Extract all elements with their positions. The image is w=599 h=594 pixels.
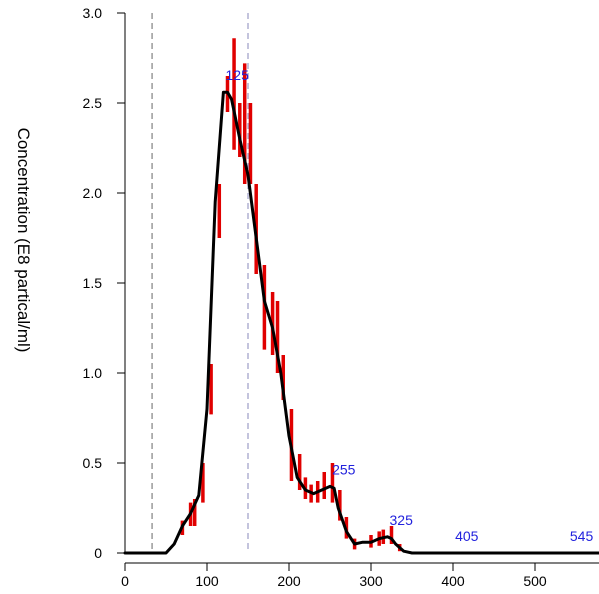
x-tick-label: 500 — [523, 573, 547, 589]
reference-lines — [151, 13, 249, 553]
y-tick-label: 0 — [94, 545, 102, 561]
x-tick-label: 0 — [121, 573, 129, 589]
concentration-series-line — [123, 90, 599, 555]
y-tick-label: 3.0 — [83, 5, 103, 21]
y-axis: 0 0.5 1.0 1.5 2.0 2.5 3.0 — [83, 5, 126, 561]
peak-label: 405 — [455, 528, 479, 544]
peak-label: 325 — [390, 512, 414, 528]
x-tick-label: 100 — [195, 573, 219, 589]
error-bars — [180, 38, 402, 552]
x-tick-label: 200 — [277, 573, 301, 589]
x-tick-label: 400 — [441, 573, 465, 589]
y-tick-label: 0.5 — [83, 455, 103, 471]
peak-labels: 125 255 325 405 545 — [226, 67, 594, 544]
peak-label: 545 — [570, 528, 594, 544]
y-tick-label: 2.5 — [83, 95, 103, 111]
peak-label: 255 — [332, 461, 356, 477]
y-tick-label: 2.0 — [83, 185, 103, 201]
x-axis: 0 100 200 300 400 500 — [121, 562, 599, 589]
y-tick-label: 1.5 — [83, 275, 103, 291]
x-tick-label: 300 — [359, 573, 383, 589]
peak-label: 125 — [226, 67, 250, 83]
y-tick-label: 1.0 — [83, 365, 103, 381]
y-axis-label: Concentration (E8 partical/ml) — [14, 128, 33, 353]
series-lines — [123, 90, 599, 555]
